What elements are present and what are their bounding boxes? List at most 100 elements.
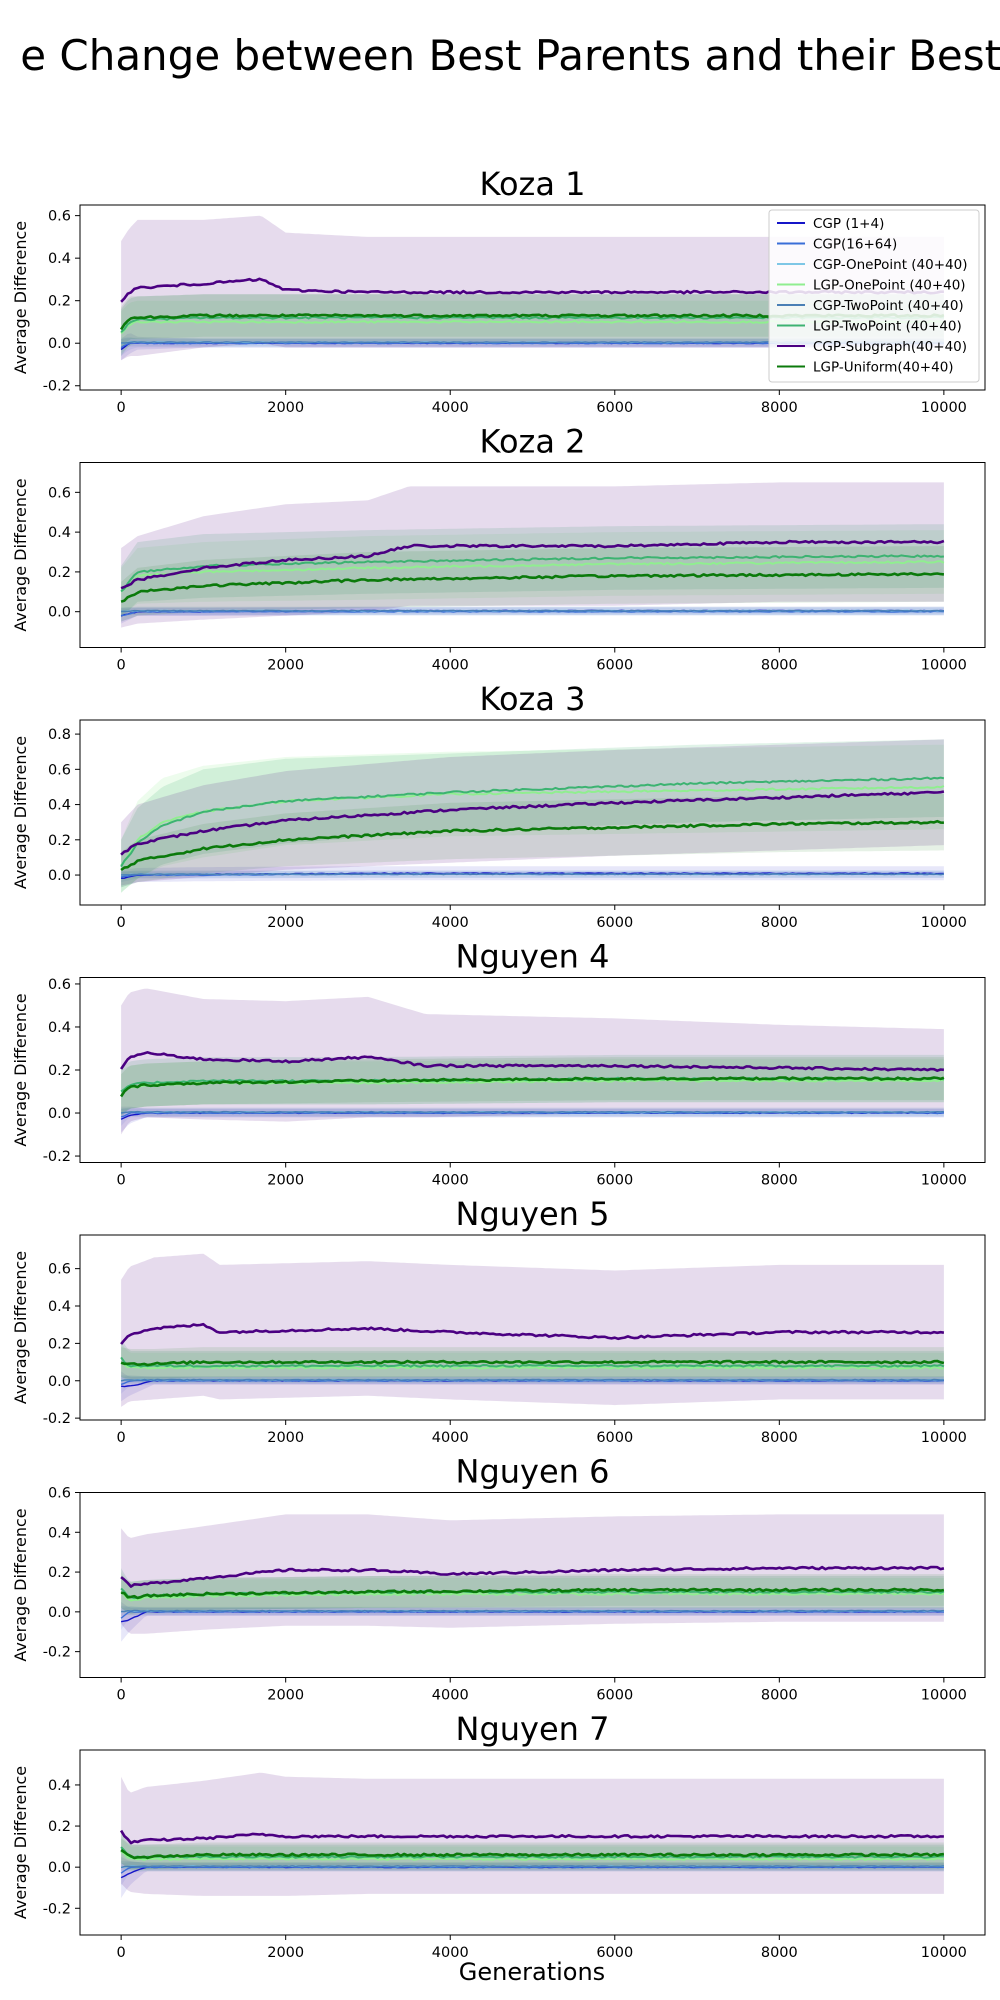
axes-frame [79,1749,986,1936]
y-tick-label: 0.6 [48,1262,71,1278]
x-tick-label: 4000 [432,1430,469,1446]
plot-area [120,1253,945,1407]
band-p7-s7 [121,1772,944,1896]
y-tick-label: 0.4 [48,1525,71,1541]
panel-p3: Koza 3 Average Difference 0 2000 4000 6000 800… [11,680,986,931]
y-axis-label: Average Difference [11,221,30,374]
series-line-p5-s6 [120,1356,945,1368]
y-tick-label: 0.4 [48,525,71,541]
plot-area [120,988,945,1135]
series-line-p2-s4 [120,560,945,593]
panel-title: Koza 3 [480,680,586,718]
panel-p2: Koza 2 Average Difference 0 2000 4000 6000 800… [11,423,986,674]
x-tick-label: 6000 [596,915,633,931]
y-tick-label: 0.6 [48,209,71,225]
y-tick-label: 0.6 [48,977,71,993]
plot-area [120,482,945,628]
series-line-p3-s8 [120,819,944,872]
series-line-p4-s2 [120,1112,944,1118]
axes-frame [79,719,986,906]
band-p1-s7 [121,215,944,361]
x-tick-label: 4000 [432,658,469,674]
series-line-p6-s8 [120,1587,945,1600]
band-p2-s8 [121,546,944,622]
y-axis-label: Average Difference [11,1508,30,1661]
y-tick-label: 0.2 [48,1819,71,1835]
y-tick-label: 0.6 [48,485,71,501]
panel-p7: Nguyen 7 Average Difference 0 2000 4000 6000 8… [11,1710,986,1961]
panel-p6: Nguyen 6 Average Difference 0 2000 4000 6000 8… [11,1453,986,1704]
y-tick-label: 0.4 [48,1299,71,1315]
x-tick-label: 8000 [761,1430,798,1446]
x-tick-label: 0 [117,1430,126,1446]
series-line-p5-s7 [120,1322,945,1345]
series-line-p2-s5 [121,609,944,613]
series-line-p2-s8 [120,572,945,603]
x-tick-label: 2000 [267,400,304,416]
y-tick-label: 0.0 [48,1605,71,1621]
panel-p5: Nguyen 5 Average Difference 0 2000 4000 6000 8… [11,1195,986,1446]
x-tick-label: 8000 [761,915,798,931]
axes-frame [79,1234,986,1421]
panels: Koza 1 Average Difference 0 2000 4000 6000 800… [11,165,986,1961]
x-tick-label: 10000 [921,1430,967,1446]
band-p2-s6 [121,524,944,618]
x-tick-label: 10000 [921,400,967,416]
y-axis-label: Average Difference [11,1251,30,1404]
y-tick-label: 0.2 [48,565,71,581]
y-axis-label: Average Difference [11,478,30,631]
series-line-p7-s8 [120,1848,945,1860]
x-tick-label: 6000 [596,1430,633,1446]
panel-title: Nguyen 6 [456,1453,610,1491]
axes-frame [79,462,986,648]
y-tick-label: 0.2 [48,1336,71,1352]
y-tick-label: 0.0 [48,1374,71,1390]
y-tick-label: 0.0 [48,1106,71,1122]
y-tick-label: -0.2 [43,1901,71,1917]
series-line-p7-s6 [120,1846,944,1859]
series-line-p5-s2 [120,1379,944,1386]
y-tick-label: -0.2 [43,1645,71,1661]
x-tick-label: 6000 [596,1173,633,1189]
x-tick-label: 6000 [596,1945,633,1961]
series-line-p6-s4 [120,1591,945,1602]
y-tick-label: 0.6 [48,762,71,778]
y-tick-label: 0.2 [48,1565,71,1581]
y-tick-label: -0.2 [43,1149,71,1165]
y-tick-label: -0.2 [43,379,71,395]
y-tick-label: 0.2 [48,1063,71,1079]
y-tick-label: 0.4 [48,798,71,814]
legend-label: LGP-TwoPoint (40+40) [813,319,962,335]
x-tick-label: 8000 [761,1688,798,1704]
plot-area [120,1514,945,1642]
legend-label: CGP(16+64) [813,237,897,253]
band-p4-s4 [121,1059,944,1113]
x-tick-label: 2000 [267,658,304,674]
axes-frame [79,204,986,391]
y-tick-label: 0.0 [48,1860,71,1876]
axes-frame [79,1492,986,1678]
band-p4-s8 [121,1057,944,1118]
y-axis-label: Average Difference [11,736,30,889]
x-tick-label: 4000 [432,915,469,931]
y-tick-label: 0.4 [48,1020,71,1036]
x-tick-label: 8000 [761,1945,798,1961]
x-tick-label: 6000 [596,1688,633,1704]
band-p4-s6 [121,1054,944,1116]
series-line-p3-s7 [120,790,945,856]
y-tick-label: 0.4 [48,251,71,267]
y-tick-label: -0.2 [43,1411,71,1427]
panel-p4: Nguyen 4 Average Difference 0 2000 4000 6000 8… [11,938,986,1189]
x-tick-label: 8000 [761,1173,798,1189]
legend-label: CGP-Subgraph(40+40) [813,339,967,355]
series-line-p4-s8 [120,1076,945,1098]
x-tick-label: 6000 [596,658,633,674]
series-line-p4-s7 [120,1051,945,1072]
x-tick-label: 10000 [921,915,967,931]
x-tick-label: 10000 [921,1688,967,1704]
x-tick-label: 4000 [432,1945,469,1961]
x-tick-label: 2000 [267,1945,304,1961]
band-p3-s7 [121,739,944,886]
legend-label: CGP-TwoPoint (40+40) [813,298,964,314]
